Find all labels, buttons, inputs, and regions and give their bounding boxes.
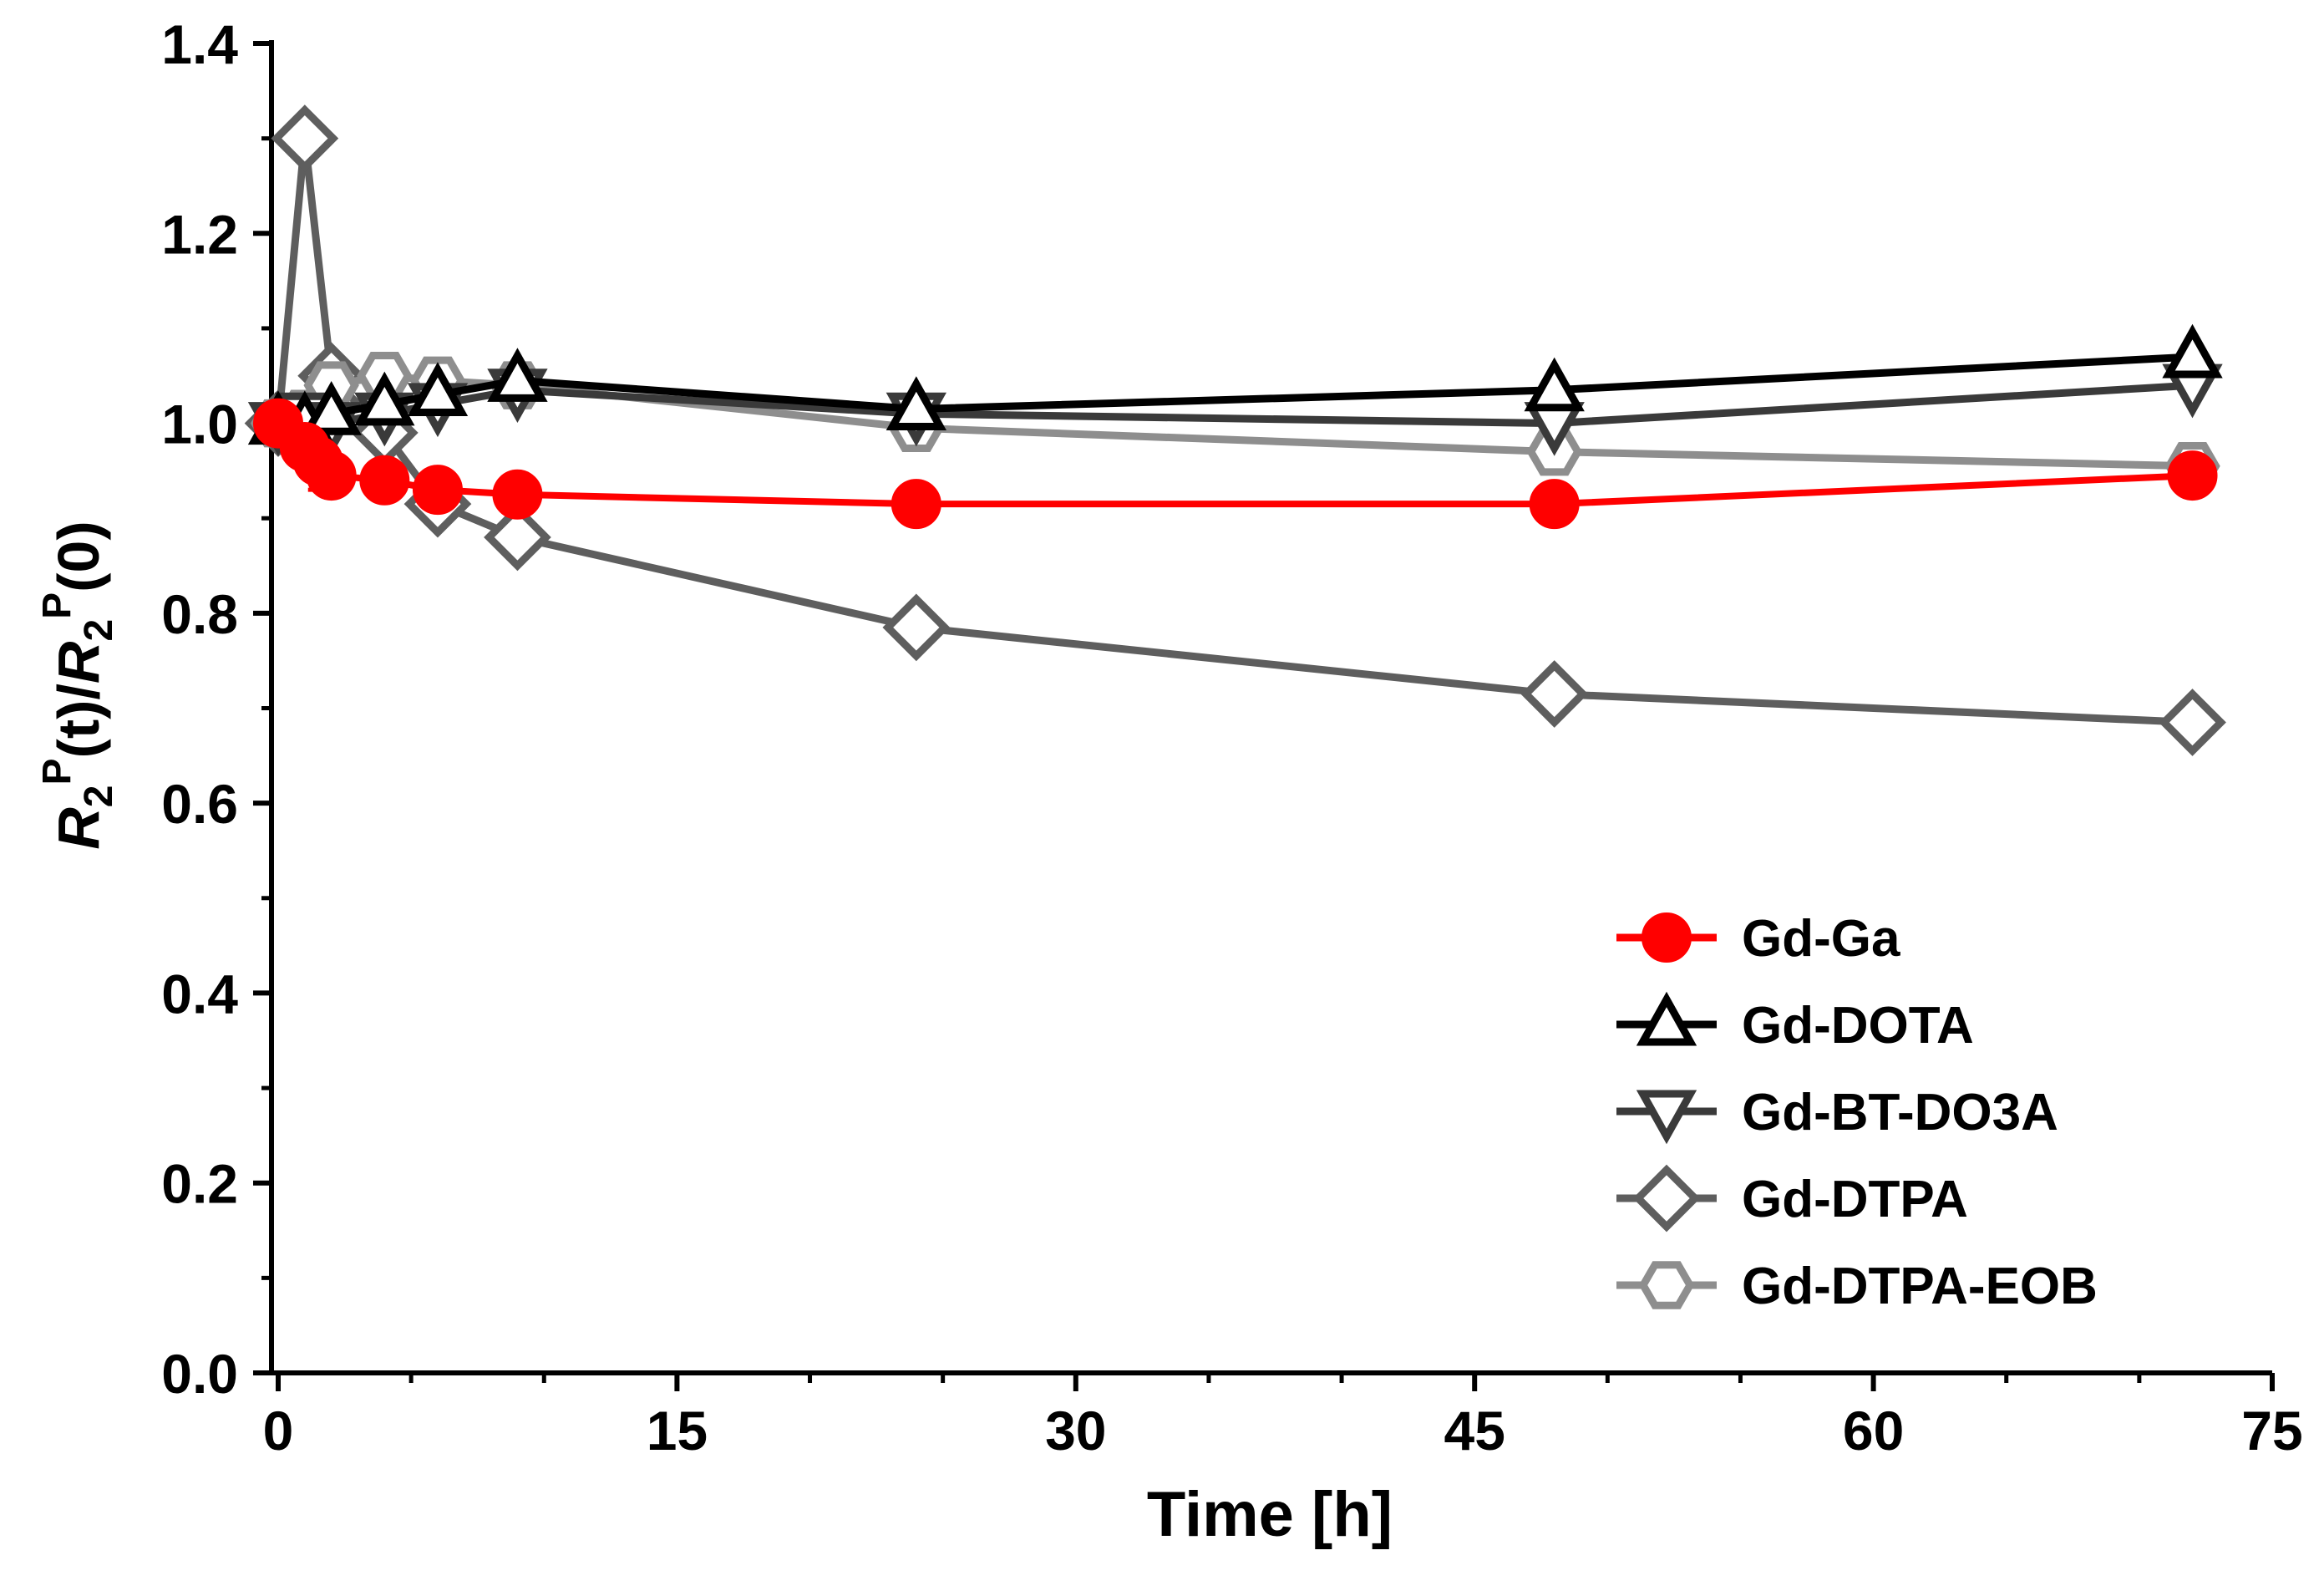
legend: Gd-Ga Gd-DOTA Gd-BT-DO3A Gd-DTPA Gd-DTPA-EOB [1616,910,2098,1315]
y-title-r1: R [46,807,111,850]
y-title-sub1: 2 [77,785,121,807]
series-line-gd-bt-do3a [277,381,2193,428]
series-gd-dtpa [244,104,2226,756]
data-point [2167,450,2218,501]
x-tick-label: 15 [647,1400,708,1461]
y-axis-title: R2P(t)/R2P(0) [35,521,121,850]
legend-marker [1638,1261,1695,1309]
data-point [412,465,463,516]
series-layer [244,104,2226,756]
y-title-sup2: P [35,592,79,619]
legend-item-gd-dota: Gd-DOTA [1616,991,1974,1055]
y-title-zero: (0) [46,521,111,592]
y-tick-label: 1.0 [161,394,238,455]
legend-label: Gd-DOTA [1742,997,1974,1055]
x-tick-label: 60 [1843,1400,1904,1461]
legend-item-gd-ga: Gd-Ga [1616,910,1900,968]
data-point [2159,689,2226,756]
series-line-gd-ga [276,420,2193,508]
data-point [354,371,415,426]
x-tick-label: 75 [2241,1400,2302,1461]
data-point [407,362,469,416]
data-point [484,503,551,572]
x-tick-label: 0 [263,1400,294,1461]
x-tick-label: 45 [1444,1400,1505,1461]
y-title-r2: R [46,641,111,684]
legend-marker [1632,1164,1701,1233]
y-title-t: (t)/ [46,684,111,758]
y-tick-label: 0.0 [161,1343,238,1405]
data-point [891,479,941,530]
data-point [306,450,357,501]
data-point [1524,357,1585,412]
data-point [1529,479,1580,530]
legend-marker [1642,912,1692,963]
legend-item-gd-dtpa: Gd-DTPA [1616,1164,1968,1233]
data-point [492,469,543,520]
y-title-sub2: 2 [77,619,121,642]
series-gd-dota [247,323,2223,445]
axes: 0.0 0.2 0.4 0.6 0.8 1.0 1.2 1.4 0 15 30 45 60 75 [161,13,2302,1461]
y-tick-label: 0.8 [161,583,238,645]
data-point [882,593,951,662]
data-point [359,455,410,506]
legend-item-gd-bt-do3a: Gd-BT-DO3A [1616,1084,2058,1145]
series-gd-ga [253,398,2218,530]
y-tick-label: 0.2 [161,1153,238,1215]
legend-marker [1636,991,1697,1046]
legend-label: Gd-DTPA [1742,1171,1968,1228]
data-point [271,104,339,173]
data-point [885,376,947,431]
y-tick-label: 0.6 [161,773,238,835]
legend-label: Gd-DTPA-EOB [1742,1258,2098,1315]
y-tick-label: 1.4 [161,13,238,75]
x-axis-title: Time [h] [1147,1479,1393,1550]
series-line-gd-dtpa [274,135,2193,727]
y-tick-label: 1.2 [161,203,238,265]
legend-label: Gd-Ga [1742,910,1900,968]
legend-item-gd-dtpa-eob: Gd-DTPA-EOB [1616,1258,2098,1315]
data-point [1520,660,1589,728]
y-tick-label: 0.4 [161,963,238,1024]
y-title-sup1: P [35,758,79,785]
data-point [2162,323,2223,379]
x-tick-label: 30 [1045,1400,1106,1461]
data-point [487,348,548,402]
legend-label: Gd-BT-DO3A [1742,1084,2058,1141]
data-point [301,380,362,435]
legend-marker [1636,1090,1697,1145]
